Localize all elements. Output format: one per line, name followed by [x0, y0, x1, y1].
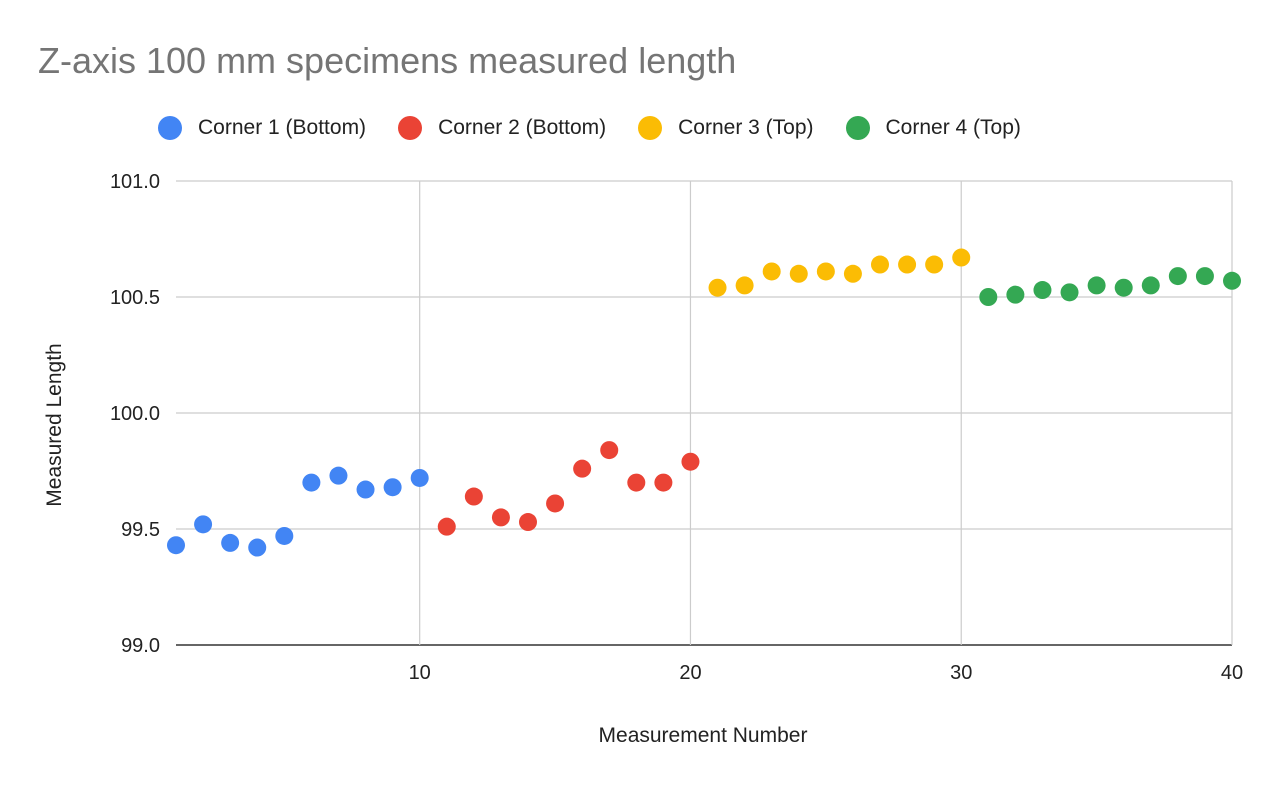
point-series-1-4[interactable]	[248, 538, 267, 557]
legend-item-corner-2[interactable]: Corner 2 (Bottom)	[398, 116, 606, 140]
point-series-2-3[interactable]	[491, 508, 510, 527]
point-series-3-10[interactable]	[952, 248, 971, 267]
legend-item-corner-4[interactable]: Corner 4 (Top)	[845, 116, 1021, 140]
point-series-3-8[interactable]	[898, 255, 917, 274]
legend-marker-corner-2	[398, 116, 423, 140]
legend-label-corner-1: Corner 1 (Bottom)	[198, 116, 367, 139]
point-series-4-2[interactable]	[1006, 285, 1025, 304]
y-tick-label-1: 99.5	[121, 519, 160, 541]
point-series-2-2[interactable]	[464, 487, 483, 506]
point-series-2-4[interactable]	[519, 513, 537, 532]
legend-label-corner-3: Corner 3 (Top)	[678, 116, 814, 139]
point-series-4-7[interactable]	[1141, 276, 1160, 295]
point-series-1-6[interactable]	[302, 473, 321, 492]
legend: Corner 1 (Bottom) Corner 2 (Bottom) Corn…	[158, 114, 1053, 142]
point-series-4-1[interactable]	[979, 288, 998, 306]
point-series-1-10[interactable]	[410, 468, 429, 487]
point-series-4-10[interactable]	[1223, 271, 1241, 290]
y-axis-title: Measured Length	[43, 343, 66, 506]
point-series-3-3[interactable]	[762, 262, 781, 281]
legend-label-corner-2: Corner 2 (Bottom)	[438, 116, 607, 139]
y-tick-label-0: 99.0	[121, 635, 160, 657]
point-series-2-5[interactable]	[546, 494, 565, 513]
point-series-1-9[interactable]	[383, 478, 402, 497]
point-series-2-7[interactable]	[600, 441, 619, 460]
point-series-1-2[interactable]	[194, 515, 213, 534]
tick-labels: 99.0 99.5 100.0 100.5 101.0 10 20 30 40	[110, 171, 1243, 684]
point-series-4-5[interactable]	[1087, 276, 1106, 295]
x-tick-label-2: 30	[950, 662, 972, 684]
point-series-3-5[interactable]	[816, 262, 835, 281]
point-series-1-5[interactable]	[275, 526, 294, 545]
legend-marker-corner-1	[158, 116, 182, 140]
point-series-3-4[interactable]	[789, 264, 808, 283]
data-points	[167, 248, 1241, 557]
x-tick-label-1: 20	[679, 662, 701, 684]
point-series-4-4[interactable]	[1060, 283, 1079, 302]
x-axis-title: Measurement Number	[599, 724, 808, 747]
y-tick-label-4: 101.0	[110, 171, 160, 193]
y-tick-label-2: 100.0	[110, 403, 160, 425]
legend-marker-corner-4	[845, 116, 870, 140]
point-series-3-7[interactable]	[871, 255, 889, 274]
point-series-4-3[interactable]	[1033, 281, 1052, 300]
y-tick-label-3: 100.5	[110, 287, 160, 309]
point-series-1-1[interactable]	[167, 536, 185, 555]
point-series-3-6[interactable]	[843, 264, 862, 283]
point-series-1-7[interactable]	[329, 466, 348, 485]
legend-marker-corner-3	[638, 116, 663, 140]
chart-title: Z-axis 100 mm specimens measured length	[38, 40, 737, 81]
x-tick-label-3: 40	[1221, 662, 1243, 684]
point-series-2-1[interactable]	[437, 517, 456, 536]
point-series-3-9[interactable]	[925, 255, 944, 274]
point-series-2-8[interactable]	[627, 473, 646, 492]
point-series-4-8[interactable]	[1168, 267, 1187, 286]
legend-label-corner-4: Corner 4 (Top)	[885, 116, 1021, 139]
point-series-2-10[interactable]	[681, 452, 700, 471]
legend-item-corner-1[interactable]: Corner 1 (Bottom)	[158, 116, 366, 140]
x-tick-label-0: 10	[409, 662, 431, 684]
point-series-2-6[interactable]	[573, 459, 592, 478]
point-series-3-2[interactable]	[735, 276, 754, 295]
point-series-4-9[interactable]	[1195, 267, 1214, 286]
point-series-1-8[interactable]	[356, 480, 375, 499]
point-series-2-9[interactable]	[654, 473, 673, 492]
point-series-3-1[interactable]	[708, 278, 727, 297]
grid-layer	[176, 180, 1233, 646]
point-series-4-6[interactable]	[1114, 278, 1133, 297]
point-series-1-3[interactable]	[221, 533, 240, 552]
legend-item-corner-3[interactable]: Corner 3 (Top)	[638, 116, 814, 140]
